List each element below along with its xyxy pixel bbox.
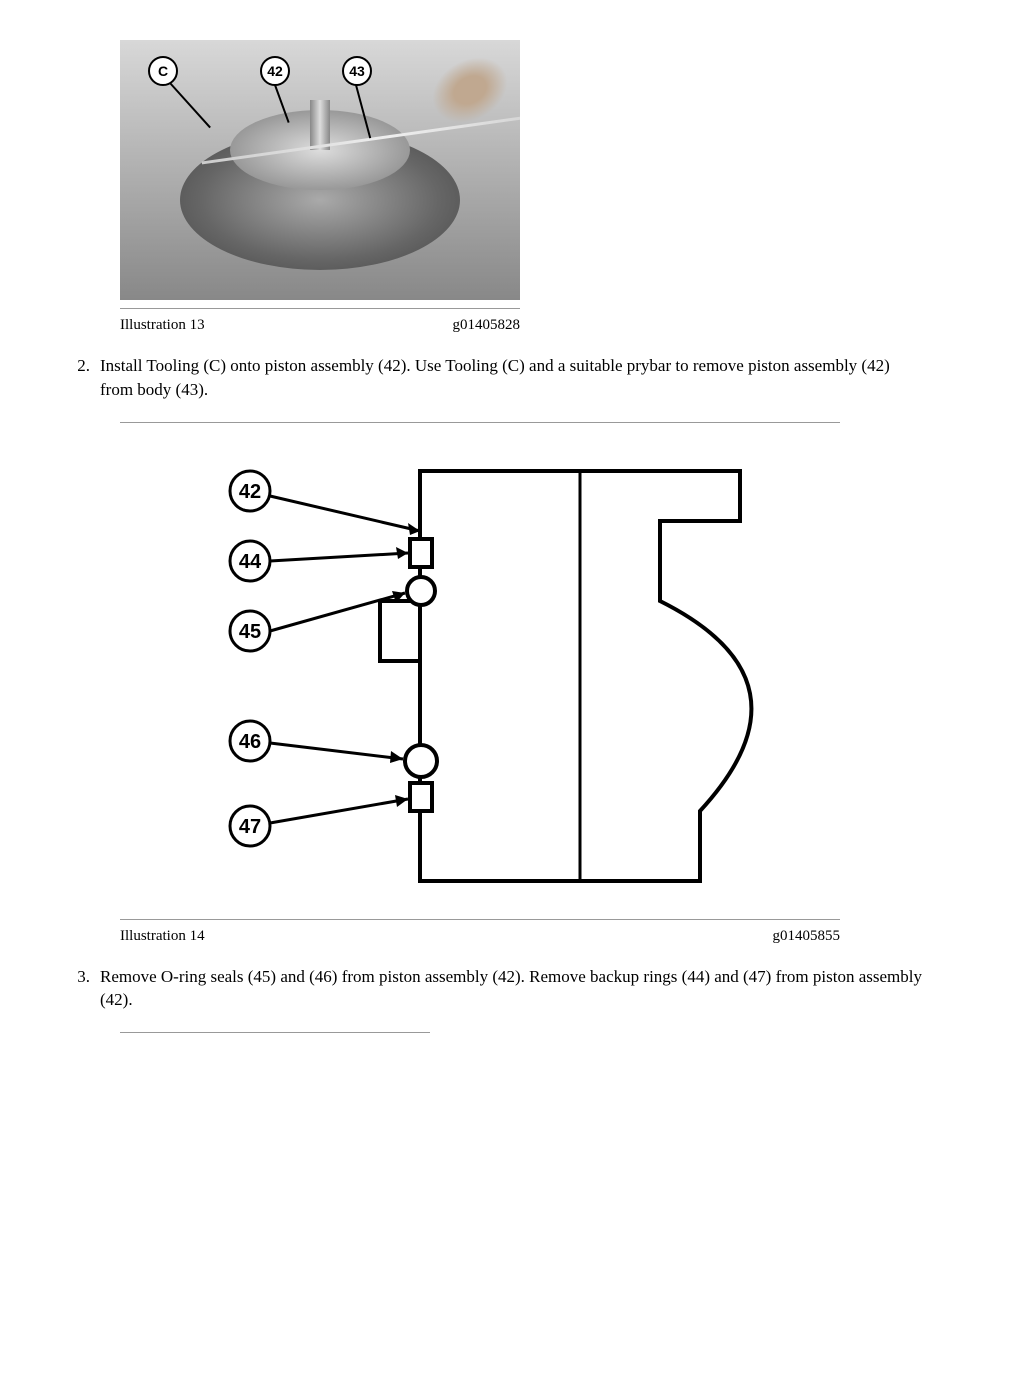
callout-43: 43 [342, 56, 372, 86]
figure-14-block: 42 44 45 46 47 [120, 422, 964, 945]
trailing-rule [120, 1032, 430, 1033]
motor-shaft-shape [310, 100, 330, 150]
figure-13-ref: g01405828 [453, 317, 521, 334]
diagram-callout-47: 47 [239, 816, 261, 838]
diagram-callout-44: 44 [239, 551, 262, 573]
step-3: 3. Remove O-ring seals (45) and (46) fro… [60, 965, 964, 1013]
callout-c-line [169, 82, 211, 128]
figure-13-rule [120, 308, 520, 309]
callout-c: C [148, 56, 178, 86]
figure-14-ref: g01405855 [773, 928, 841, 945]
figure-14-label: Illustration 14 [120, 928, 205, 945]
diagram-callout-42: 42 [239, 481, 261, 503]
step-2-number: 2. [60, 354, 100, 402]
figure-14-caption: Illustration 14 g01405855 [120, 928, 840, 945]
figure-14-diagram: 42 44 45 46 47 [120, 431, 840, 911]
step-3-number: 3. [60, 965, 100, 1013]
callout-42: 42 [260, 56, 290, 86]
figure-13-photo: C 42 43 [120, 40, 520, 300]
figure-14-rule-bottom [120, 919, 840, 920]
figure-13-block: C 42 43 Illustration 13 g01405828 [120, 40, 964, 334]
figure-13-label: Illustration 13 [120, 317, 205, 334]
figure-13-caption: Illustration 13 g01405828 [120, 317, 520, 334]
diagram-callout-46: 46 [239, 731, 261, 753]
step-2-text: Install Tooling (C) onto piston assembly… [100, 354, 964, 402]
step-2: 2. Install Tooling (C) onto piston assem… [60, 354, 964, 402]
step-3-text: Remove O-ring seals (45) and (46) from p… [100, 965, 964, 1013]
figure-14-rule-top [120, 422, 840, 423]
hand-shape [420, 44, 519, 136]
diagram-callout-45: 45 [239, 621, 261, 643]
